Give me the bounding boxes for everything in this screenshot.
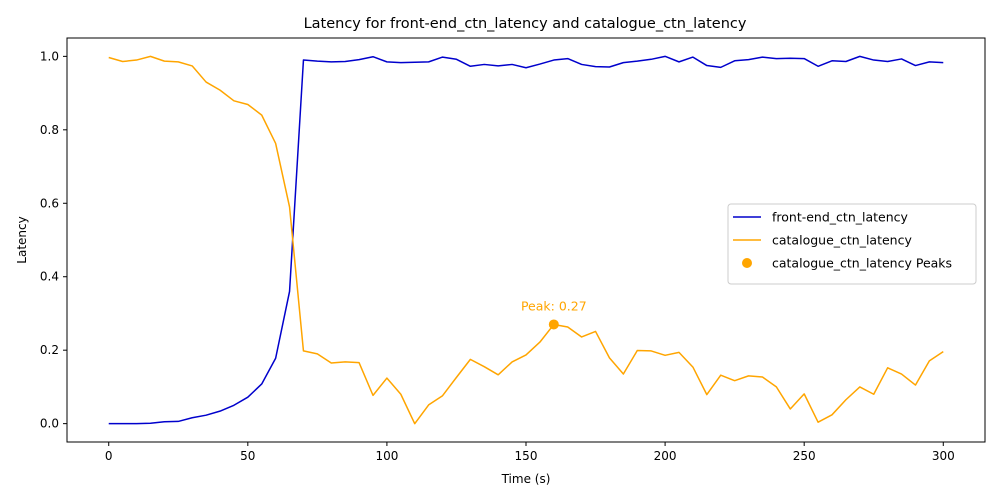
legend-label: catalogue_ctn_latency: [772, 233, 912, 248]
y-tick-label: 1.0: [40, 49, 59, 63]
legend-label: catalogue_ctn_latency Peaks: [772, 256, 952, 271]
x-axis-title: Time (s): [501, 472, 551, 486]
legend-box: [727, 203, 977, 285]
y-tick-label: 0.2: [40, 343, 59, 357]
y-tick-label: 0.8: [40, 123, 59, 137]
peak-marker: [548, 319, 559, 330]
x-tick-label: 0: [105, 449, 113, 463]
y-tick-label: 0.0: [40, 417, 59, 431]
legend-label: front-end_ctn_latency: [772, 210, 909, 225]
x-tick-label: 100: [375, 449, 398, 463]
x-tick-label: 150: [515, 449, 538, 463]
x-tick-label: 300: [932, 449, 955, 463]
chart-title: Latency for front-end_ctn_latency and ca…: [304, 16, 747, 32]
legend: front-end_ctn_latency catalogue_ctn_laten…: [727, 203, 977, 285]
legend-swatch-dot: [742, 258, 752, 268]
y-tick-label: 0.4: [40, 270, 59, 284]
peak-annotation: Peak: 0.27: [521, 298, 587, 313]
x-tick-label: 200: [654, 449, 677, 463]
series-line-catalogue_ctn_latency: [108, 55, 944, 425]
plot-area: Peak: 0.27: [108, 55, 944, 425]
y-axis-title: Latency: [15, 216, 29, 263]
series-line-front-end_ctn_latency: [108, 55, 944, 425]
axes: 0 50 100 150 200 250 300 0.0 0.2 0.4 0.6 0.8 1.0: [40, 49, 955, 463]
x-tick-label: 50: [240, 449, 255, 463]
x-tick-label: 250: [793, 449, 816, 463]
y-tick-label: 0.6: [40, 196, 59, 210]
